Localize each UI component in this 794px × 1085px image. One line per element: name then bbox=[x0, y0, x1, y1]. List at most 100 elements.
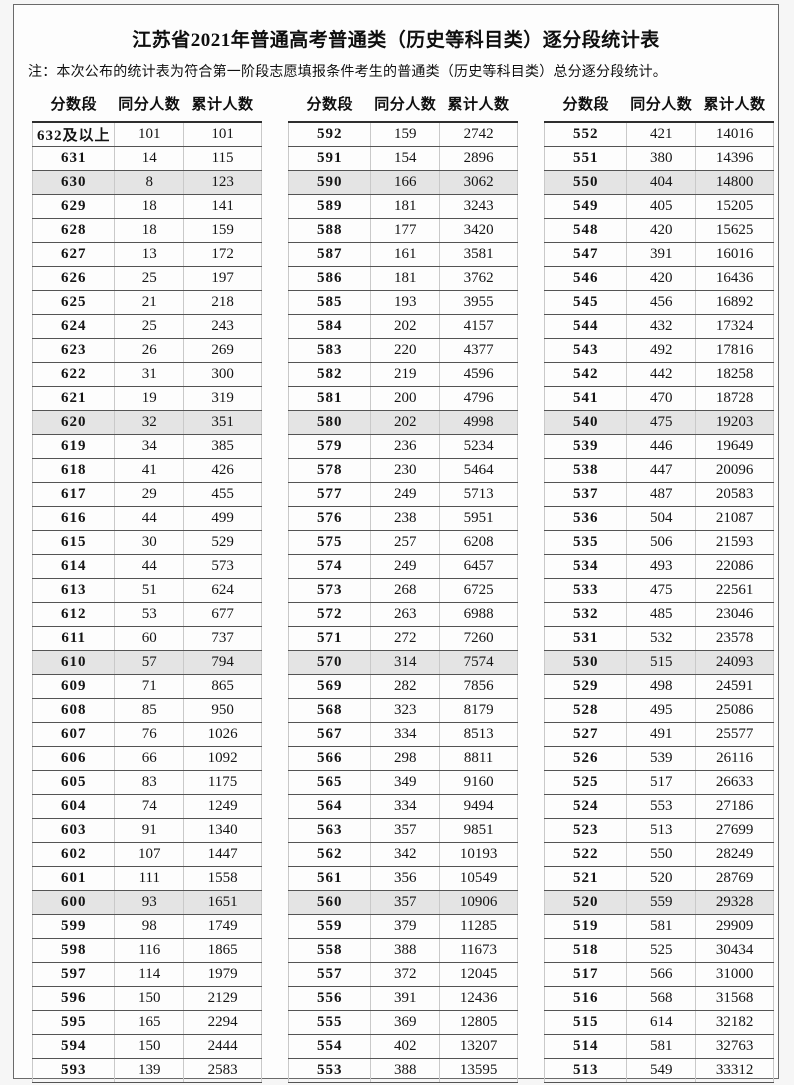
score-band-cell: 548 bbox=[543, 218, 628, 243]
score-band-cell: 529 bbox=[543, 674, 628, 699]
score-band-cell: 578 bbox=[287, 458, 372, 483]
score-band-cell: 592 bbox=[287, 122, 372, 147]
table-row: 616 44 499 bbox=[31, 506, 262, 531]
same-score-count-cell: 549 bbox=[626, 1058, 697, 1083]
score-band-cell: 582 bbox=[287, 362, 372, 387]
same-score-count-cell: 21 bbox=[114, 290, 185, 315]
table-row: 627 13 172 bbox=[31, 242, 262, 267]
table-row: 619 34 385 bbox=[31, 434, 262, 459]
score-band-cell: 528 bbox=[543, 698, 628, 723]
same-score-count-cell: 139 bbox=[114, 1058, 185, 1083]
cumulative-count-cell: 18258 bbox=[695, 362, 774, 387]
table-row: 568 323 8179 bbox=[287, 698, 518, 723]
table-row: 539 446 19649 bbox=[543, 434, 774, 459]
cumulative-count-cell: 32763 bbox=[695, 1034, 774, 1059]
score-band-cell: 567 bbox=[287, 722, 372, 747]
header-score-band: 分数段 bbox=[288, 87, 371, 123]
table-row: 548 420 15625 bbox=[543, 218, 774, 243]
same-score-count-cell: 25 bbox=[114, 266, 185, 291]
header-same-score-count: 同分人数 bbox=[626, 87, 696, 123]
score-band-cell: 584 bbox=[287, 314, 372, 339]
table-row: 530 515 24093 bbox=[543, 650, 774, 675]
score-band-cell: 513 bbox=[543, 1058, 628, 1083]
same-score-count-cell: 314 bbox=[370, 650, 441, 675]
cumulative-count-cell: 218 bbox=[183, 290, 262, 315]
table-row: 572 263 6988 bbox=[287, 602, 518, 627]
same-score-count-cell: 372 bbox=[370, 962, 441, 987]
same-score-count-cell: 432 bbox=[626, 314, 697, 339]
score-band-cell: 536 bbox=[543, 506, 628, 531]
same-score-count-cell: 442 bbox=[626, 362, 697, 387]
table-row: 608 85 950 bbox=[31, 698, 262, 723]
score-band-cell: 594 bbox=[31, 1034, 116, 1059]
table-row: 564 334 9494 bbox=[287, 794, 518, 819]
same-score-count-cell: 388 bbox=[370, 938, 441, 963]
score-band-cell: 621 bbox=[31, 386, 116, 411]
same-score-count-cell: 101 bbox=[114, 122, 185, 147]
score-band-cell: 541 bbox=[543, 386, 628, 411]
cumulative-count-cell: 6725 bbox=[439, 578, 518, 603]
same-score-count-cell: 532 bbox=[626, 626, 697, 651]
same-score-count-cell: 193 bbox=[370, 290, 441, 315]
score-band-cell: 624 bbox=[31, 314, 116, 339]
header-score-band: 分数段 bbox=[544, 87, 627, 123]
table-row: 629 18 141 bbox=[31, 194, 262, 219]
score-band-cell: 538 bbox=[543, 458, 628, 483]
table-row: 533 475 22561 bbox=[543, 578, 774, 603]
score-band-cell: 617 bbox=[31, 482, 116, 507]
table-row: 565 349 9160 bbox=[287, 770, 518, 795]
score-band-cell: 596 bbox=[31, 986, 116, 1011]
score-band-cell: 598 bbox=[31, 938, 116, 963]
table-row: 534 493 22086 bbox=[543, 554, 774, 579]
cumulative-count-cell: 24093 bbox=[695, 650, 774, 675]
score-band-cell: 612 bbox=[31, 602, 116, 627]
same-score-count-cell: 91 bbox=[114, 818, 185, 843]
table-row: 610 57 794 bbox=[31, 650, 262, 675]
same-score-count-cell: 44 bbox=[114, 506, 185, 531]
header-same-score-count: 同分人数 bbox=[370, 87, 440, 123]
score-band-cell: 518 bbox=[543, 938, 628, 963]
cumulative-count-cell: 15625 bbox=[695, 218, 774, 243]
score-band-cell: 595 bbox=[31, 1010, 116, 1035]
cumulative-count-cell: 1447 bbox=[183, 842, 262, 867]
cumulative-count-cell: 351 bbox=[183, 410, 262, 435]
table-row: 519 581 29909 bbox=[543, 914, 774, 939]
table-row: 524 553 27186 bbox=[543, 794, 774, 819]
score-band-cell: 535 bbox=[543, 530, 628, 555]
table-row: 588 177 3420 bbox=[287, 218, 518, 243]
table-row: 583 220 4377 bbox=[287, 338, 518, 363]
table-row: 566 298 8811 bbox=[287, 746, 518, 771]
table-row: 574 249 6457 bbox=[287, 554, 518, 579]
table-row: 571 272 7260 bbox=[287, 626, 518, 651]
table-row: 518 525 30434 bbox=[543, 938, 774, 963]
cumulative-count-cell: 25577 bbox=[695, 722, 774, 747]
same-score-count-cell: 53 bbox=[114, 602, 185, 627]
table-row: 623 26 269 bbox=[31, 338, 262, 363]
table-row: 532 485 23046 bbox=[543, 602, 774, 627]
cumulative-count-cell: 9851 bbox=[439, 818, 518, 843]
score-band-cell: 616 bbox=[31, 506, 116, 531]
cumulative-count-cell: 3062 bbox=[439, 170, 518, 195]
score-band-cell: 570 bbox=[287, 650, 372, 675]
cumulative-count-cell: 25086 bbox=[695, 698, 774, 723]
cumulative-count-cell: 1558 bbox=[183, 866, 262, 891]
cumulative-count-cell: 14016 bbox=[695, 122, 774, 147]
table-row: 626 25 197 bbox=[31, 266, 262, 291]
score-band-cell: 587 bbox=[287, 242, 372, 267]
cumulative-count-cell: 7856 bbox=[439, 674, 518, 699]
score-band-cell: 523 bbox=[543, 818, 628, 843]
same-score-count-cell: 111 bbox=[114, 866, 185, 891]
cumulative-count-cell: 12805 bbox=[439, 1010, 518, 1035]
score-band-cell: 547 bbox=[543, 242, 628, 267]
cumulative-count-cell: 269 bbox=[183, 338, 262, 363]
score-band-cell: 605 bbox=[31, 770, 116, 795]
same-score-count-cell: 107 bbox=[114, 842, 185, 867]
score-band-cell: 532 bbox=[543, 602, 628, 627]
same-score-count-cell: 446 bbox=[626, 434, 697, 459]
score-band-cell: 615 bbox=[31, 530, 116, 555]
same-score-count-cell: 456 bbox=[626, 290, 697, 315]
table-row: 544 432 17324 bbox=[543, 314, 774, 339]
score-band-cell: 577 bbox=[287, 482, 372, 507]
table-row: 569 282 7856 bbox=[287, 674, 518, 699]
header-score-band: 分数段 bbox=[32, 87, 115, 123]
